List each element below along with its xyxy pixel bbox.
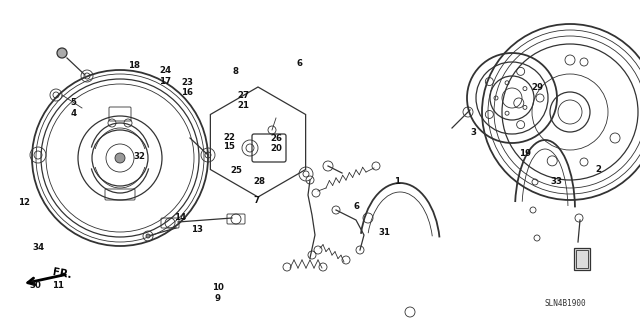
Text: 16: 16	[181, 88, 193, 97]
Text: 6: 6	[353, 202, 360, 211]
Text: 15: 15	[223, 142, 235, 151]
Text: 6: 6	[296, 59, 303, 68]
Text: 5: 5	[70, 98, 77, 107]
Text: 9: 9	[214, 294, 221, 303]
Text: 30: 30	[29, 281, 41, 290]
Text: 2: 2	[595, 165, 602, 174]
Text: 1: 1	[394, 177, 400, 186]
Bar	[574, 248, 590, 270]
Text: 14: 14	[175, 213, 186, 222]
Circle shape	[146, 234, 150, 238]
Text: 28: 28	[253, 177, 265, 186]
Circle shape	[115, 153, 125, 163]
Text: 33: 33	[551, 177, 563, 186]
Text: 11: 11	[52, 281, 63, 290]
Text: 10: 10	[212, 283, 223, 292]
Text: 17: 17	[159, 77, 171, 86]
Bar	[576, 250, 588, 268]
Text: SLN4B1900: SLN4B1900	[544, 300, 586, 308]
Text: 31: 31	[378, 228, 390, 237]
Text: 26: 26	[271, 134, 282, 143]
Text: 21: 21	[237, 101, 249, 110]
Text: 23: 23	[181, 78, 193, 87]
Text: 7: 7	[253, 197, 259, 205]
Text: 13: 13	[191, 225, 203, 234]
Circle shape	[57, 48, 67, 58]
Text: 29: 29	[532, 83, 543, 92]
Text: 19: 19	[519, 149, 531, 158]
Text: 4: 4	[70, 109, 77, 118]
Text: 12: 12	[19, 198, 30, 207]
Text: FR.: FR.	[52, 267, 73, 280]
Text: 8: 8	[232, 67, 239, 76]
Text: 20: 20	[271, 144, 282, 153]
Text: 22: 22	[223, 133, 235, 142]
Text: 25: 25	[231, 166, 243, 175]
Text: 18: 18	[129, 61, 140, 70]
Text: 3: 3	[470, 128, 477, 137]
Text: 24: 24	[159, 66, 171, 75]
Text: 34: 34	[33, 243, 44, 252]
Text: 27: 27	[237, 91, 249, 100]
Text: 32: 32	[134, 152, 145, 161]
